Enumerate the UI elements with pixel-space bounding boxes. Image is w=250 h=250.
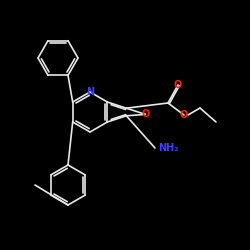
Text: O: O [174,80,182,90]
Text: O: O [180,110,188,120]
Text: N: N [86,87,94,97]
Text: NH₂: NH₂ [158,143,178,153]
Text: O: O [141,109,150,119]
